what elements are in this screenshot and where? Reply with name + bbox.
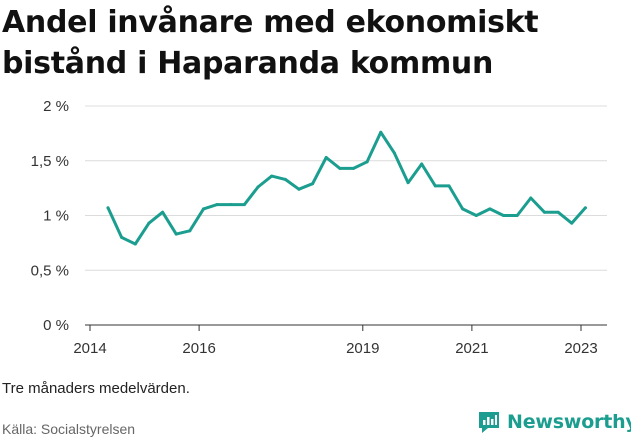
data-point	[215, 203, 219, 207]
data-point	[542, 210, 546, 214]
data-point	[583, 206, 587, 210]
data-point	[352, 166, 356, 170]
data-point	[488, 207, 492, 211]
data-point	[420, 162, 424, 166]
data-point	[461, 207, 465, 211]
data-point	[201, 207, 205, 211]
newsworthy-logo-icon	[479, 412, 499, 433]
data-point	[147, 221, 151, 225]
data-point	[392, 151, 396, 155]
series-layer	[106, 130, 587, 246]
data-point	[256, 185, 260, 189]
data-point	[311, 182, 315, 186]
x-tick-label: 2019	[346, 340, 379, 357]
data-point	[188, 229, 192, 233]
y-tick-label: 0,5 %	[31, 262, 69, 279]
data-point	[379, 130, 383, 134]
data-point	[133, 242, 137, 246]
y-tick-label: 1,5 %	[31, 153, 69, 170]
source-label: Källa: Socialstyrelsen	[2, 421, 136, 437]
data-point	[270, 174, 274, 178]
data-point	[502, 214, 506, 217]
data-point	[324, 155, 328, 159]
data-point	[433, 184, 437, 188]
data-point	[529, 196, 533, 200]
y-tick-label: 1 %	[43, 208, 69, 225]
x-tick-label: 2023	[564, 340, 597, 357]
y-tick-label: 2 %	[43, 98, 69, 115]
data-point	[106, 206, 110, 210]
series-line	[106, 130, 587, 246]
data-point	[242, 203, 246, 207]
data-point	[174, 232, 178, 236]
page-title: Andel invånare med ekonomiskt bistånd i …	[2, 5, 539, 81]
x-tick-label: 2021	[455, 340, 488, 357]
data-point	[161, 210, 165, 214]
x-axis: 2014 2016 2019 2021 2023	[73, 324, 607, 357]
x-tick-label: 2014	[73, 340, 106, 357]
data-point	[447, 184, 451, 188]
y-tick-label: 0 %	[43, 317, 69, 334]
brand-name: Newsworthy	[507, 411, 631, 433]
data-point	[556, 210, 560, 214]
y-axis-ticks: 0 % 0,5 % 1 % 1,5 % 2 %	[31, 98, 69, 334]
grid-lines	[85, 105, 607, 271]
chart-note: Tre månaders medelvärden.	[2, 380, 190, 397]
brand[interactable]: Newsworthy	[476, 409, 631, 435]
data-point	[570, 221, 574, 225]
data-point	[338, 166, 342, 170]
data-point	[120, 235, 124, 239]
data-point	[365, 160, 369, 164]
data-point	[297, 187, 301, 191]
data-point	[283, 177, 287, 181]
data-point	[515, 214, 519, 217]
x-tick-label: 2016	[182, 340, 215, 357]
data-point	[474, 214, 478, 217]
data-point	[229, 203, 233, 207]
data-point	[406, 181, 410, 185]
